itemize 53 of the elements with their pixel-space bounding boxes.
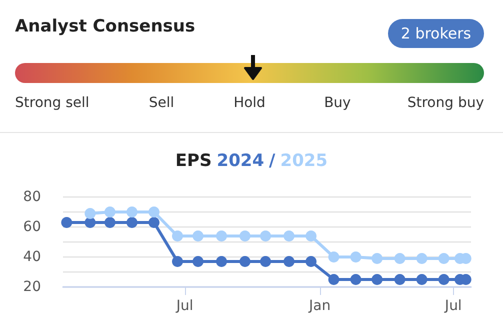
point bbox=[350, 252, 362, 262]
point bbox=[438, 253, 450, 264]
point bbox=[126, 206, 138, 218]
y-tick-label: 80 bbox=[23, 189, 41, 205]
point bbox=[372, 253, 383, 264]
y-tick-label: 60 bbox=[23, 219, 41, 235]
x-tick-label: Jan bbox=[308, 298, 331, 314]
point bbox=[306, 256, 317, 267]
point bbox=[148, 206, 160, 218]
point bbox=[372, 274, 383, 285]
category-label: Strong buy bbox=[407, 95, 484, 111]
point bbox=[306, 230, 317, 242]
chart-title: EPS bbox=[175, 151, 212, 171]
text: / bbox=[269, 151, 276, 171]
point bbox=[239, 256, 250, 267]
point bbox=[192, 230, 204, 242]
point bbox=[239, 230, 250, 242]
point bbox=[104, 217, 116, 228]
point bbox=[260, 230, 272, 242]
point bbox=[148, 217, 160, 228]
point bbox=[328, 252, 340, 262]
x-tick-label: Jul bbox=[444, 298, 462, 314]
point bbox=[284, 256, 295, 267]
point bbox=[84, 208, 96, 219]
x-tick-label: Jul bbox=[175, 298, 194, 314]
point bbox=[438, 274, 450, 285]
point bbox=[172, 256, 183, 267]
point bbox=[61, 217, 72, 228]
point bbox=[104, 206, 116, 218]
point bbox=[328, 274, 340, 285]
text: 2024 bbox=[216, 151, 264, 171]
point bbox=[284, 230, 295, 242]
point bbox=[394, 253, 406, 264]
point bbox=[260, 256, 272, 267]
y-tick-label: 40 bbox=[23, 249, 41, 265]
point bbox=[416, 253, 428, 264]
point bbox=[84, 217, 96, 228]
category-label: Hold bbox=[234, 95, 266, 111]
category-label: Strong sell bbox=[15, 95, 90, 111]
text: Analyst Consensus bbox=[15, 16, 196, 36]
point bbox=[172, 230, 183, 242]
point bbox=[216, 230, 228, 242]
category-label: Buy bbox=[324, 95, 351, 111]
point bbox=[416, 274, 428, 285]
point bbox=[126, 217, 138, 228]
category-label: Sell bbox=[148, 95, 174, 111]
point bbox=[350, 274, 362, 285]
point bbox=[192, 256, 204, 267]
text: 2025 bbox=[280, 151, 328, 171]
point bbox=[216, 256, 228, 267]
y-tick-label: 20 bbox=[23, 279, 41, 295]
text: 2 brokers bbox=[400, 24, 472, 42]
point bbox=[394, 274, 406, 285]
